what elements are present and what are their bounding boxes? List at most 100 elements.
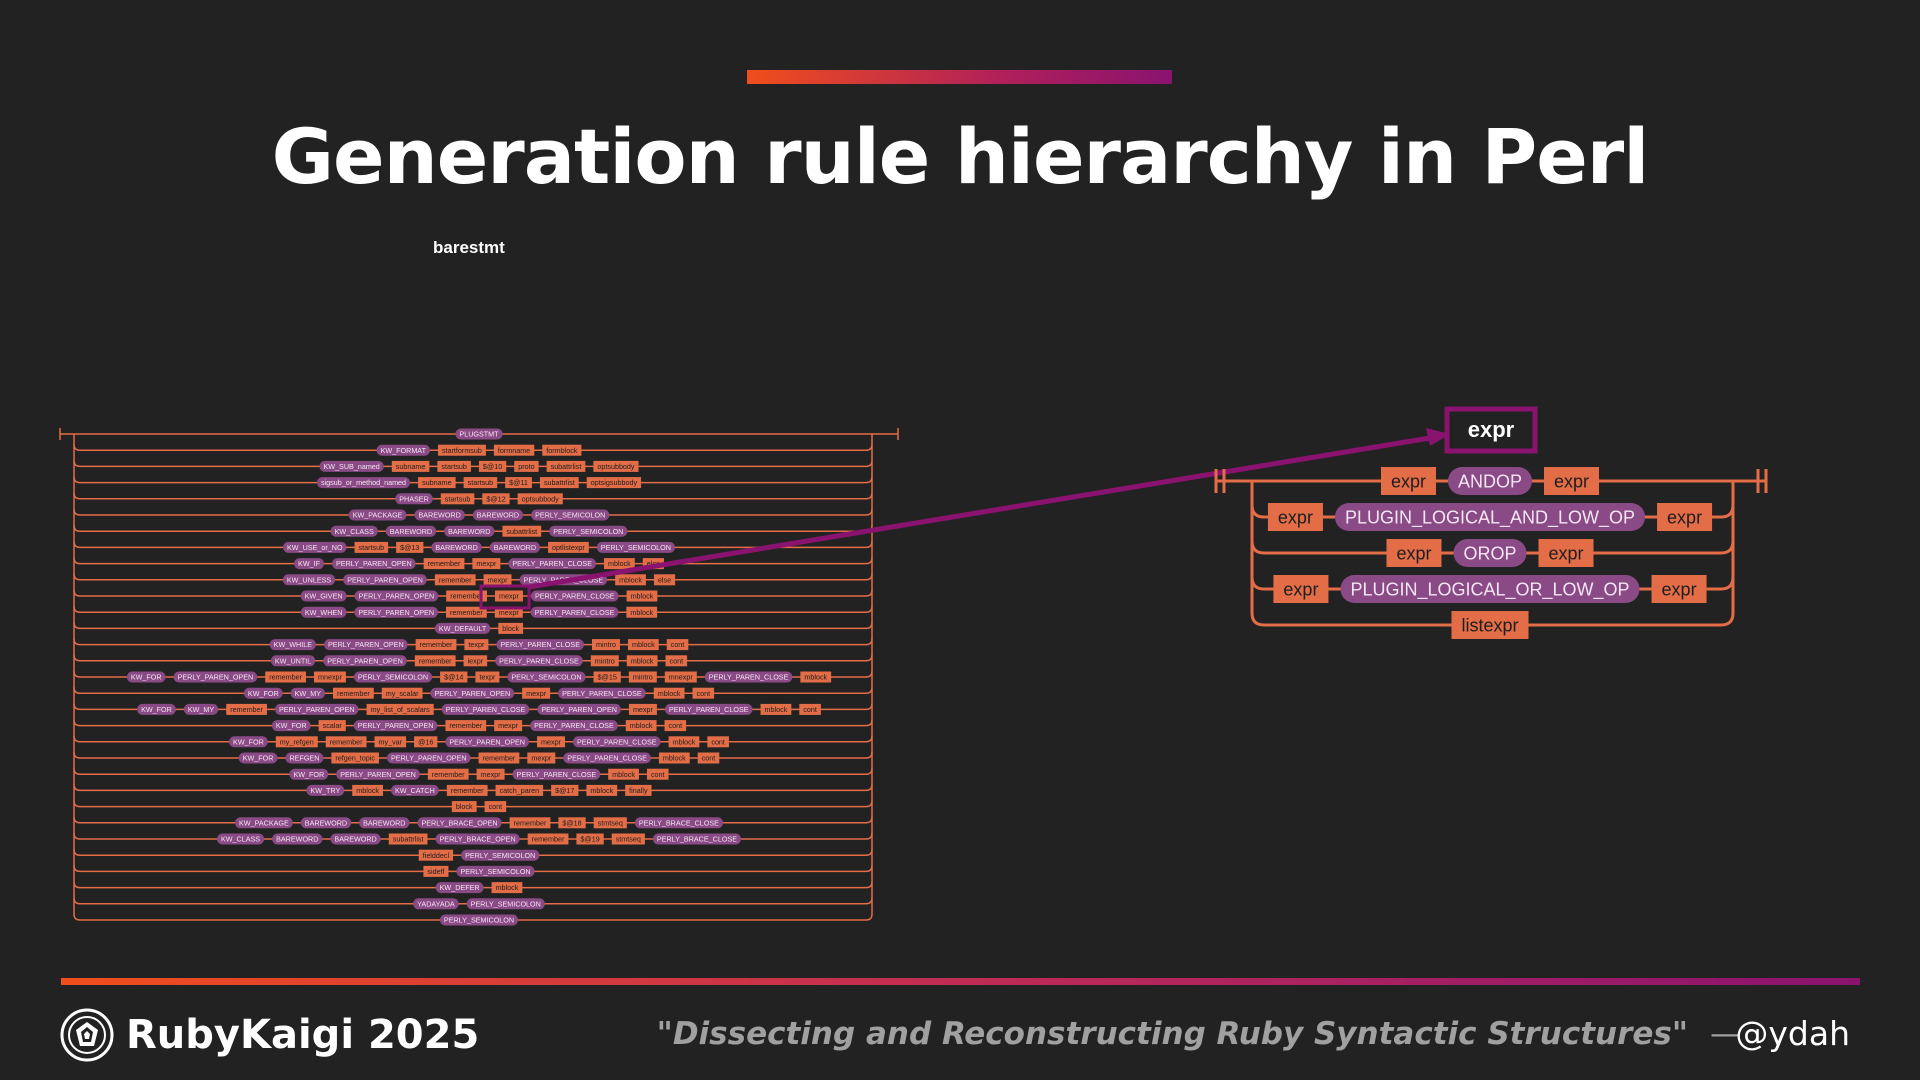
- nonterminal-node-shape: [697, 752, 720, 764]
- nonterminal-node-label: stmtseq: [616, 835, 641, 844]
- zoom-nonterminal-node: expr: [1267, 503, 1323, 531]
- terminal-node-shape: [455, 428, 503, 440]
- nonterminal-node-label: cont: [669, 721, 683, 730]
- nonterminal-node-label: else: [658, 575, 671, 584]
- terminal-node: PERLY_PAREN_OPEN: [274, 703, 359, 715]
- terminal-node: PERLY_PAREN_CLOSE: [508, 558, 596, 570]
- terminal-node: BAREWORD: [444, 525, 495, 537]
- nonterminal-node-shape: [494, 590, 523, 602]
- nonterminal-node-label: mblock: [658, 689, 681, 698]
- terminal-node-label: PERLY_PAREN_CLOSE: [517, 770, 597, 779]
- nonterminal-node-label: iexpr: [468, 656, 484, 665]
- terminal-node: BAREWORD: [489, 541, 541, 553]
- nonterminal-node-label: texpr: [468, 640, 485, 649]
- nonterminal-node: my_refgen: [275, 736, 318, 748]
- terminal-node: PERLY_PAREN_OPEN: [173, 671, 258, 683]
- nonterminal-node-label: mblock: [765, 705, 788, 714]
- nonterminal-node: cont: [484, 801, 507, 813]
- nonterminal-node-shape: [434, 574, 476, 586]
- terminal-node-label: PLUGSTMT: [459, 430, 499, 439]
- terminal-node-shape: [530, 720, 618, 732]
- nonterminal-node: subattrlist: [546, 460, 586, 472]
- terminal-node: PERLY_SEMICOLON: [531, 509, 610, 521]
- nonterminal-node-label: mintro: [595, 656, 615, 665]
- nonterminal-node-shape: [476, 768, 505, 780]
- terminal-node-label: BAREWORD: [435, 543, 477, 552]
- terminal-node-shape: [272, 833, 323, 845]
- terminal-node: PERLY_PAREN_CLOSE: [558, 687, 646, 699]
- nonterminal-node: my_list_of_scalars: [366, 703, 434, 715]
- nonterminal-node-shape: [628, 703, 657, 715]
- footer-brand: RubyKaigi 2025: [126, 1012, 480, 1058]
- terminal-node-shape: [652, 833, 742, 845]
- terminal-node: PERLY_SEMICOLON: [353, 671, 433, 683]
- nonterminal-node: remember: [265, 671, 306, 683]
- zoom-terminal-node: PLUGIN_LOGICAL_OR_LOW_OP: [1340, 575, 1640, 603]
- nonterminal-node-shape: [505, 477, 532, 489]
- nonterminal-node: cont: [697, 752, 720, 764]
- terminal-node-shape: [300, 606, 347, 618]
- nonterminal-node: refgen_topic: [331, 752, 379, 764]
- terminal-node-label: PERLY_PAREN_CLOSE: [562, 689, 642, 698]
- terminal-node: BAREWORD: [431, 541, 482, 553]
- terminal-node-label: PERLY_PAREN_CLOSE: [499, 656, 579, 665]
- terminal-node: KW_CLASS: [330, 525, 378, 537]
- nonterminal-node-label: remember: [420, 640, 453, 649]
- terminal-node: PERLY_BRACE_CLOSE: [634, 817, 723, 829]
- alt-branch-track: [73, 670, 873, 678]
- nonterminal-node: cont: [666, 639, 689, 651]
- nonterminal-node-label: mintro: [633, 673, 653, 682]
- nonterminal-node: mblock: [668, 736, 700, 748]
- nonterminal-node-shape: [514, 460, 539, 472]
- nonterminal-node-shape: [558, 817, 586, 829]
- terminal-node: KW_WHEN: [300, 606, 347, 618]
- nonterminal-node: mblock: [626, 655, 658, 667]
- zoom-nonterminal-node-shape: [1657, 503, 1713, 531]
- nonterminal-node: mexpr: [536, 736, 565, 748]
- nonterminal-node: mblock: [626, 590, 658, 602]
- nonterminal-node-shape: [800, 671, 832, 683]
- nonterminal-node-shape: [446, 590, 487, 602]
- zoom-nonterminal-node-label: expr: [1278, 507, 1313, 527]
- nonterminal-node-label: remember: [419, 656, 452, 665]
- terminal-node: PERLY_SEMICOLON: [507, 671, 586, 683]
- terminal-node-shape: [269, 639, 317, 651]
- terminal-node-label: YADAYADA: [417, 899, 455, 908]
- nonterminal-node-label: mexpr: [498, 721, 519, 730]
- zoom-nonterminal-node: expr: [1386, 539, 1442, 567]
- terminal-node-label: PERLY_PAREN_OPEN: [279, 705, 355, 714]
- terminal-node-label: PERLY_SEMICOLON: [601, 543, 671, 552]
- nonterminal-node: optsigsubbody: [586, 477, 642, 489]
- nonterminal-node-shape: [642, 558, 664, 570]
- terminal-node-shape: [664, 703, 753, 715]
- terminal-node-shape: [270, 655, 316, 667]
- nonterminal-node-label: startsub: [441, 462, 467, 471]
- terminal-node-label: KW_PACKAGE: [353, 511, 403, 520]
- terminal-node-label: KW_FOR: [243, 754, 274, 763]
- terminal-node-shape: [386, 752, 471, 764]
- terminal-node-shape: [634, 817, 723, 829]
- nonterminal-node-shape: [625, 720, 657, 732]
- zoom-terminal-node-label: OROP: [1463, 543, 1516, 563]
- terminal-node: sigsub_or_method_named: [316, 477, 411, 489]
- terminal-node-shape: [430, 687, 515, 699]
- terminal-node-shape: [319, 460, 384, 472]
- nonterminal-node-label: startsub: [445, 494, 471, 503]
- terminal-node: PERLY_SEMICOLON: [596, 541, 675, 553]
- terminal-node-shape: [300, 590, 347, 602]
- terminal-node-label: KW_FOR: [293, 770, 324, 779]
- footer-talk-title: "Dissecting and Reconstructing Ruby Synt…: [656, 1016, 1688, 1052]
- nonterminal-node-label: refgen_topic: [335, 754, 375, 763]
- nonterminal-node-shape: [333, 687, 374, 699]
- zoom-nonterminal-node-shape: [1267, 503, 1323, 531]
- terminal-node-shape: [596, 541, 675, 553]
- nonterminal-node-label: subattrlist: [393, 835, 424, 844]
- nonterminal-node-shape: [472, 558, 501, 570]
- zoom-nonterminal-node-label: expr: [1554, 471, 1589, 491]
- nonterminal-node-label: mexpr: [633, 705, 654, 714]
- nonterminal-node-label: my_refgen: [280, 737, 314, 746]
- terminal-node-label: KW_WHILE: [274, 640, 313, 649]
- terminal-node-shape: [289, 768, 329, 780]
- terminal-node-shape: [229, 736, 268, 748]
- terminal-node-label: PERLY_BRACE_OPEN: [440, 835, 516, 844]
